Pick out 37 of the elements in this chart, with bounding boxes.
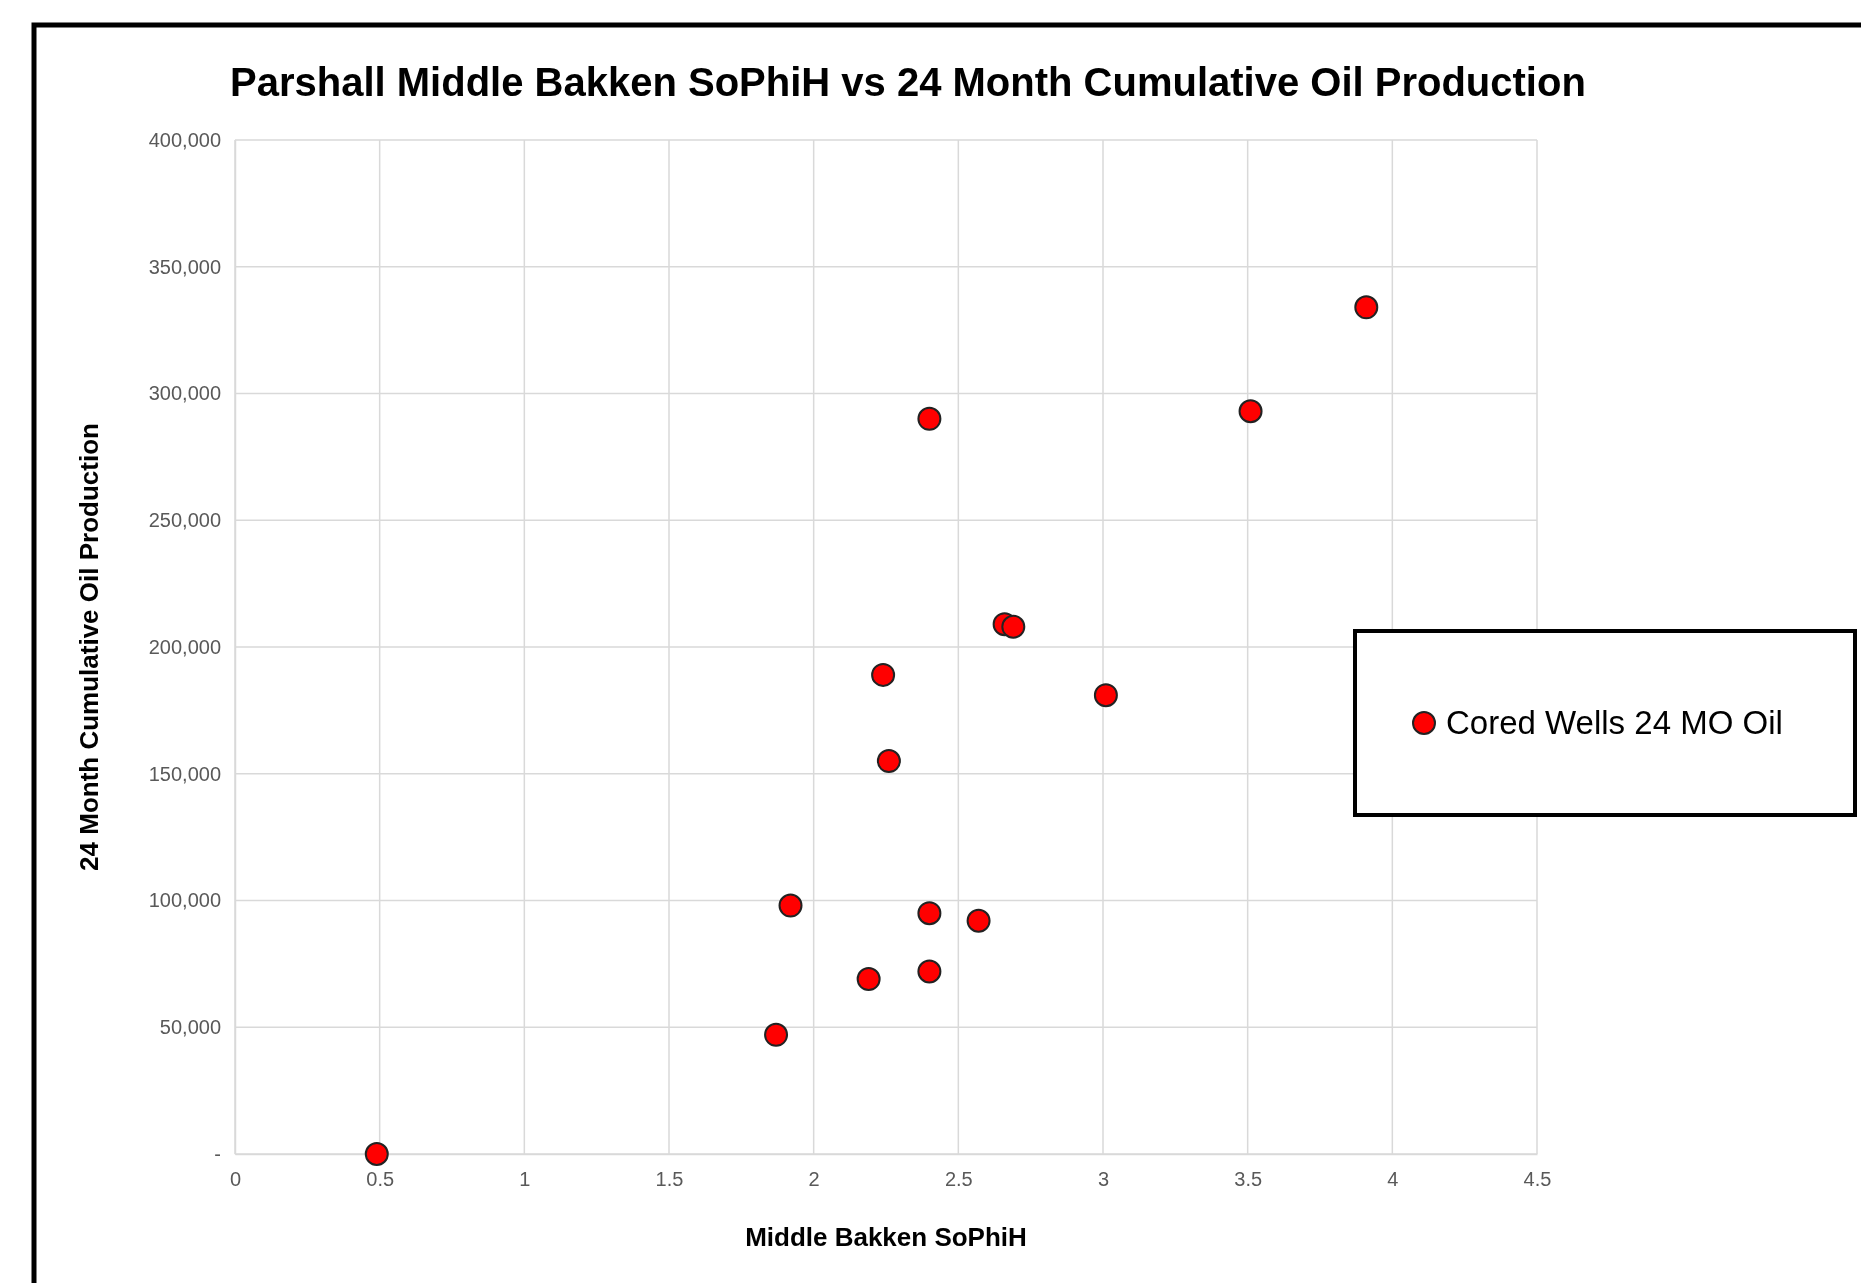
point — [917, 959, 942, 984]
y-tick-label: 400,000 — [148, 128, 221, 151]
chart-title: Parshall Middle Bakken SoPhiH vs 24 Month Cumulative Oil Production — [230, 60, 1586, 104]
point — [856, 967, 881, 992]
x-tick-label: 2 — [808, 1168, 820, 1191]
y-tick-label: 300,000 — [148, 382, 221, 405]
x-tick-label: 3 — [1097, 1168, 1110, 1191]
point — [871, 662, 896, 687]
x-tick-label: 2.5 — [944, 1168, 973, 1191]
x-tick-label: 1 — [519, 1168, 531, 1191]
point — [364, 1142, 389, 1166]
x-tick-label: 4.5 — [1523, 1168, 1552, 1191]
point — [917, 406, 942, 431]
point — [966, 908, 991, 933]
point — [917, 901, 942, 926]
x-tick-label: 0 — [229, 1168, 242, 1191]
y-tick-label: 150,000 — [148, 762, 221, 785]
point — [1093, 683, 1118, 708]
x-tick-label: 3.5 — [1234, 1168, 1263, 1191]
y-tick-label: 100,000 — [148, 889, 221, 912]
point — [778, 893, 803, 918]
point — [764, 1022, 789, 1047]
x-tick-label: 0.5 — [366, 1168, 395, 1191]
point — [1238, 399, 1263, 424]
point — [1354, 295, 1379, 320]
x-tick-label: 1.5 — [655, 1168, 684, 1191]
y-tick-label: - — [214, 1142, 221, 1165]
y-tick-label: 350,000 — [148, 255, 221, 278]
x-tick-label: 4 — [1387, 1168, 1399, 1191]
legend-label: Cored Wells 24 MO Oil — [1446, 704, 1783, 741]
y-tick-label: 200,000 — [148, 635, 221, 658]
y-tick-label: 50,000 — [159, 1016, 221, 1039]
y-axis-title: 24 Month Cumulative Oil Production — [74, 423, 104, 871]
y-tick-label: 250,000 — [148, 509, 221, 532]
point — [1001, 614, 1026, 639]
point — [876, 749, 901, 774]
x-axis-title: Middle Bakken SoPhiH — [745, 1222, 1027, 1252]
